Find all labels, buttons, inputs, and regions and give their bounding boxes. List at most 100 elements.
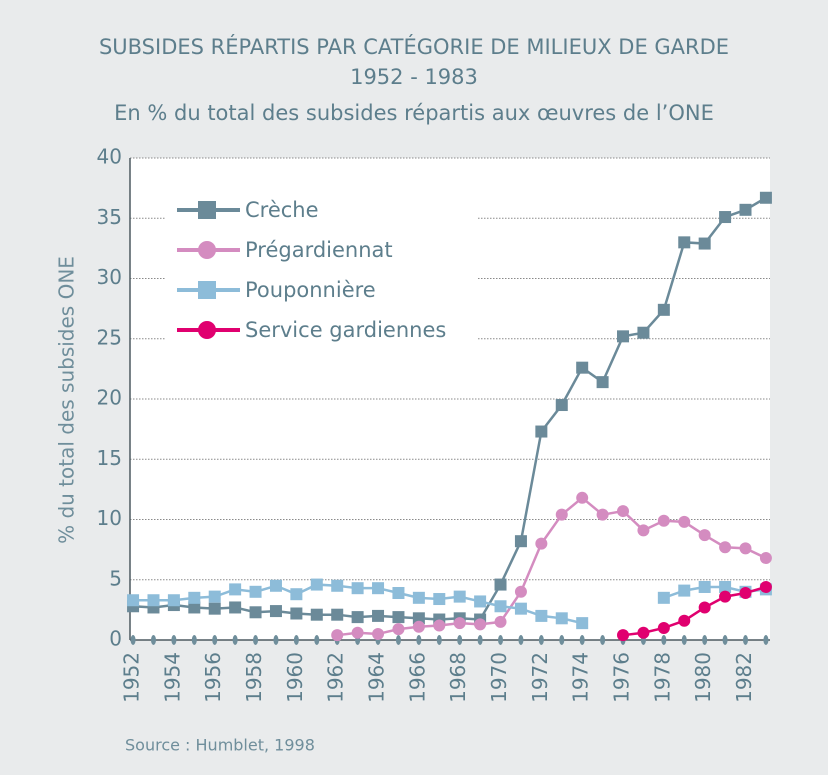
marker [310, 608, 323, 621]
x-tick-mark [722, 635, 728, 645]
marker [229, 601, 242, 614]
x-tick-mark [538, 635, 544, 645]
marker [208, 590, 221, 603]
marker [412, 612, 425, 625]
x-tick-mark [253, 635, 259, 645]
marker [331, 629, 344, 642]
marker [576, 491, 589, 504]
marker [127, 600, 140, 613]
marker [249, 585, 262, 598]
legend-marker [198, 281, 216, 299]
x-tick-label: 1978 [650, 652, 674, 703]
x-tick-mark [579, 635, 585, 645]
x-tick-mark [314, 635, 320, 645]
marker [678, 614, 691, 627]
marker [372, 609, 385, 622]
x-tick-label: 1952 [120, 652, 144, 703]
y-tick-label: 20 [97, 386, 122, 410]
marker [474, 618, 487, 631]
marker [249, 606, 262, 619]
marker [392, 587, 405, 600]
x-tick-mark [743, 635, 749, 645]
marker [351, 582, 364, 595]
marker [494, 600, 507, 613]
marker [514, 602, 527, 615]
marker [331, 608, 344, 621]
marker [555, 508, 568, 521]
marker [698, 237, 711, 250]
x-tick-label: 1974 [569, 652, 593, 703]
legend-label: Prégardiennat [245, 238, 393, 262]
marker [719, 541, 732, 554]
x-tick-label: 1980 [691, 652, 715, 703]
marker [535, 537, 548, 550]
x-tick-mark [293, 635, 299, 645]
legend-label: Crèche [245, 198, 319, 222]
marker [719, 590, 732, 603]
marker [167, 594, 180, 607]
marker [331, 579, 344, 592]
marker [494, 578, 507, 591]
series-line [337, 496, 767, 637]
marker [412, 620, 425, 633]
marker [698, 601, 711, 614]
chart-subtitle: En % du total des subsides répartis aux … [114, 101, 714, 125]
marker [678, 584, 691, 597]
marker [372, 627, 385, 640]
marker [269, 605, 282, 618]
x-tick-mark [416, 635, 422, 645]
marker [759, 580, 772, 593]
marker [535, 609, 548, 622]
marker [617, 629, 630, 642]
marker [188, 601, 201, 614]
x-tick-label: 1976 [610, 652, 634, 703]
marker [719, 211, 732, 224]
y-tick-label: 5 [109, 566, 122, 590]
marker [412, 591, 425, 604]
marker [576, 617, 589, 630]
x-tick-mark [498, 635, 504, 645]
marker [759, 191, 772, 204]
marker [637, 326, 650, 339]
marker [290, 607, 303, 620]
source: Source : Humblet, 1998 [125, 736, 315, 755]
x-tick-mark [212, 635, 218, 645]
x-tick-mark [763, 635, 769, 645]
marker [739, 203, 752, 216]
marker [719, 580, 732, 593]
y-axis-label: % du total des subsides ONE [55, 256, 79, 544]
marker [494, 615, 507, 628]
chart-title: 1952 - 1983 [350, 65, 478, 89]
marker [433, 593, 446, 606]
marker [392, 623, 405, 636]
marker [208, 602, 221, 615]
x-tick-mark [436, 635, 442, 645]
marker [535, 425, 548, 438]
x-tick-label: 1956 [201, 652, 225, 703]
marker [269, 579, 282, 592]
marker [657, 514, 670, 527]
x-tick-mark [661, 635, 667, 645]
x-tick-mark [232, 635, 238, 645]
marker [310, 578, 323, 591]
x-tick-label: 1958 [242, 652, 266, 703]
x-tick-mark [477, 635, 483, 645]
x-tick-mark [395, 635, 401, 645]
legend-marker [198, 321, 216, 339]
marker [453, 617, 466, 630]
marker [739, 587, 752, 600]
x-tick-mark [191, 635, 197, 645]
marker [188, 591, 201, 604]
x-tick-mark [702, 635, 708, 645]
x-tick-mark [681, 635, 687, 645]
x-tick-mark [457, 635, 463, 645]
x-tick-mark [559, 635, 565, 645]
x-tick-mark [600, 635, 606, 645]
marker [147, 594, 160, 607]
marker [678, 515, 691, 528]
x-tick-label: 1962 [324, 652, 348, 703]
legend-marker [198, 241, 216, 259]
marker [657, 621, 670, 634]
x-tick-mark [150, 635, 156, 645]
